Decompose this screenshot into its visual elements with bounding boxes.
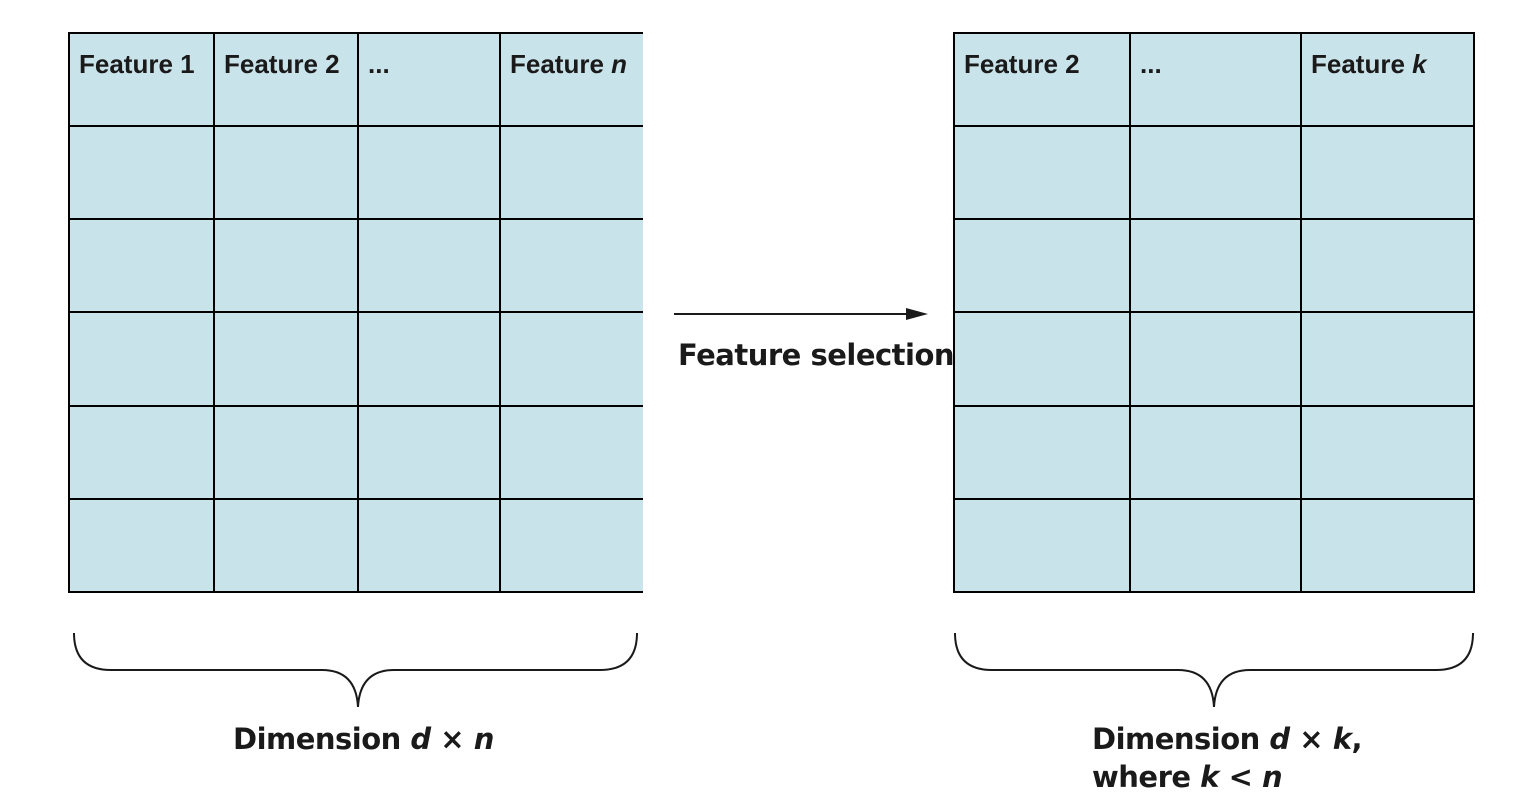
original-feature-table: Feature 1 Feature 2 ... Feature n (68, 32, 643, 593)
table-cell (1302, 313, 1473, 405)
table-cell (215, 406, 357, 498)
table-cell (1302, 127, 1473, 219)
table-cell (1131, 406, 1300, 498)
table-cell (70, 406, 213, 498)
table-cell (359, 220, 499, 312)
table-cell (955, 406, 1129, 498)
table-cell (359, 406, 499, 498)
table-cell (215, 499, 357, 591)
table-cell (501, 313, 643, 405)
table-cell (955, 499, 1129, 591)
header-feature-2: Feature 2 (215, 34, 357, 126)
left-brace (73, 632, 638, 708)
table-cell (70, 313, 213, 405)
table-cell (1131, 499, 1300, 591)
table-cell (359, 313, 499, 405)
table-cell (955, 127, 1129, 219)
table-cell (359, 127, 499, 219)
table-cell (501, 406, 643, 498)
table-cell (1131, 127, 1300, 219)
right-dimension-caption: Dimension d × k, (1092, 722, 1363, 756)
right-constraint-caption: where k < n (1092, 760, 1283, 794)
table-cell (215, 127, 357, 219)
header-feature-1: Feature 1 (70, 34, 213, 126)
header-ellipsis: ... (359, 34, 499, 126)
table-cell (359, 499, 499, 591)
table-cell (501, 220, 643, 312)
table-cell (501, 499, 643, 591)
left-dimension-caption: Dimension d × n (233, 722, 494, 756)
right-brace (954, 632, 1474, 708)
header-feature-2: Feature 2 (955, 34, 1129, 126)
table-cell (70, 220, 213, 312)
header-feature-k: Feature k (1302, 34, 1473, 126)
table-cell (1131, 220, 1300, 312)
table-cell (955, 313, 1129, 405)
table-cell (215, 220, 357, 312)
selected-feature-table: Feature 2 ... Feature k (953, 32, 1475, 593)
feature-selection-label: Feature selection (678, 338, 955, 372)
header-ellipsis: ... (1131, 34, 1300, 126)
table-cell (1302, 220, 1473, 312)
table-cell (1131, 313, 1300, 405)
transform-arrow (674, 308, 928, 320)
table-cell (70, 127, 213, 219)
header-feature-n: Feature n (501, 34, 643, 126)
table-cell (955, 220, 1129, 312)
table-cell (501, 127, 643, 219)
table-cell (70, 499, 213, 591)
table-cell (1302, 499, 1473, 591)
table-cell (215, 313, 357, 405)
table-cell (1302, 406, 1473, 498)
